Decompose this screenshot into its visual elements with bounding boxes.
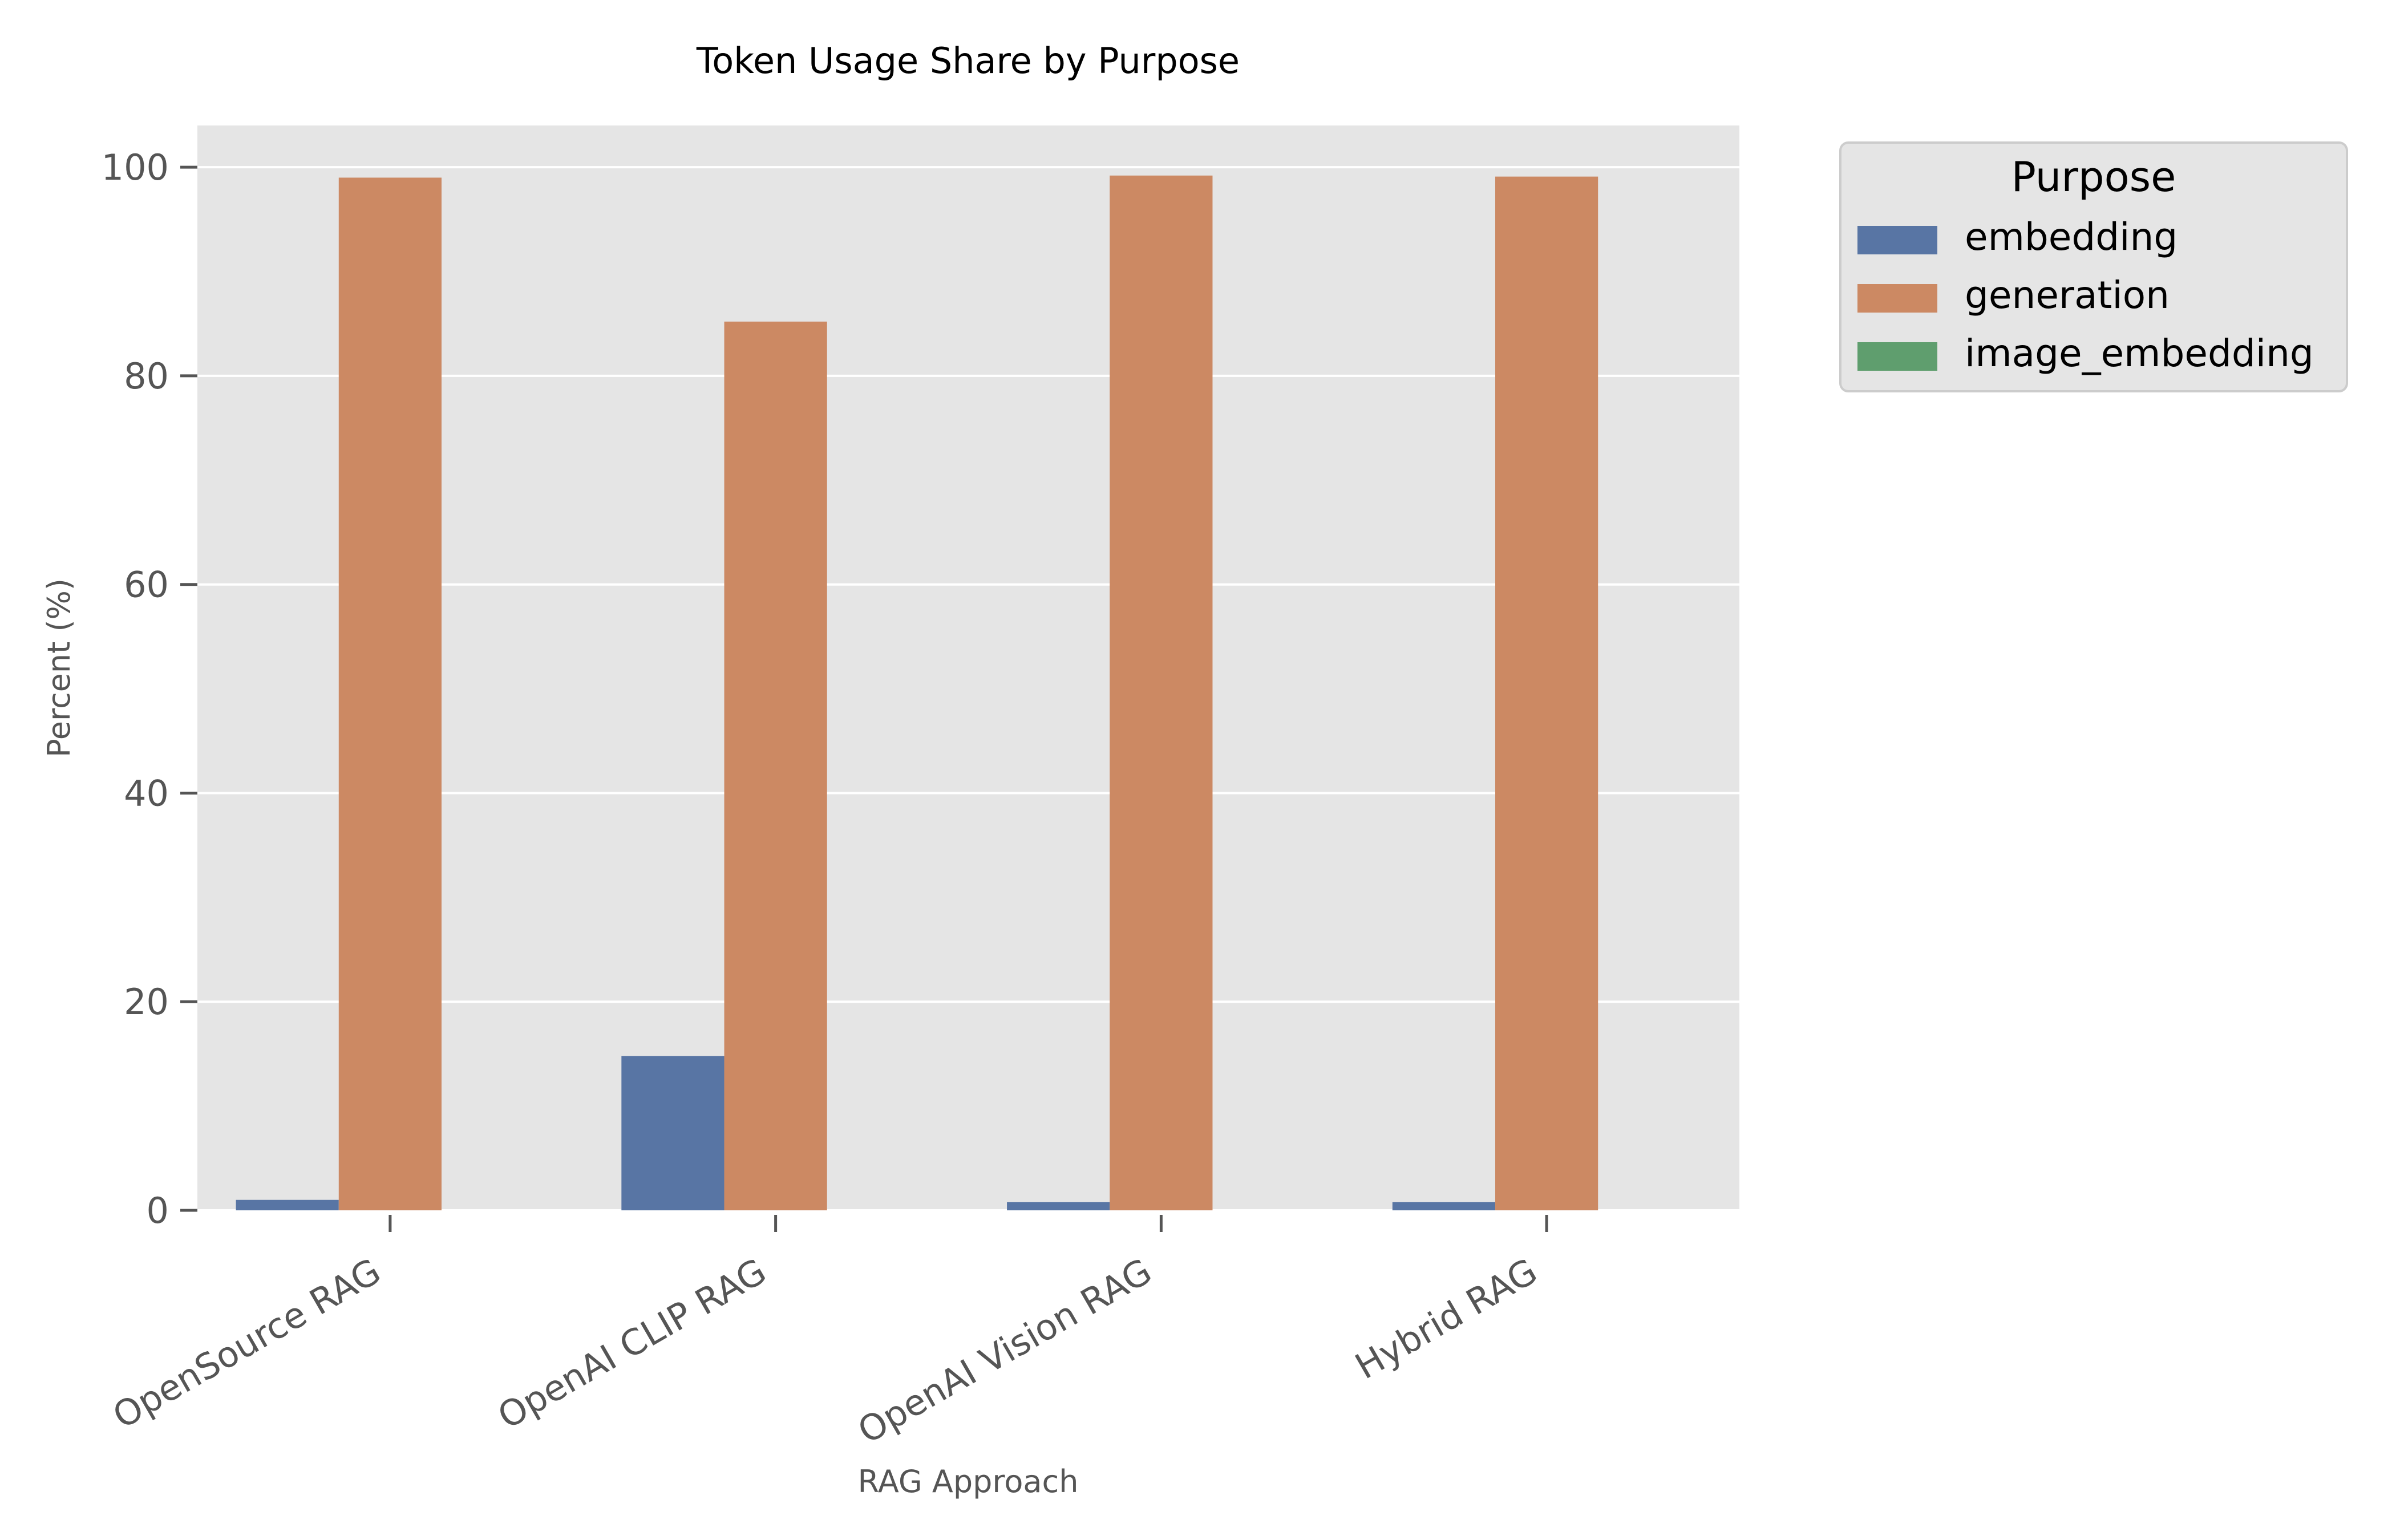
legend-label-embedding: embedding xyxy=(1965,215,2178,259)
bar-generation xyxy=(724,321,827,1211)
plot-area xyxy=(197,125,1739,1210)
bars xyxy=(236,175,1598,1211)
x-tick-label: OpenSource RAG xyxy=(106,1250,387,1437)
x-axis: OpenSource RAG OpenAI CLIP RAG OpenAI Visi… xyxy=(106,1215,1548,1452)
y-tick-label: 40 xyxy=(124,772,169,814)
y-tick-label: 0 xyxy=(147,1190,169,1231)
x-tick-label: OpenAI CLIP RAG xyxy=(491,1250,773,1437)
y-tick-label: 100 xyxy=(102,147,169,188)
bar-embedding xyxy=(621,1056,725,1210)
chart-title: Token Usage Share by Purpose xyxy=(696,40,1240,82)
legend-label-generation: generation xyxy=(1965,273,2170,317)
legend-swatch-generation xyxy=(1857,284,1937,313)
legend: Purpose embedding generation image_embeddi… xyxy=(1839,141,2348,392)
bar-generation xyxy=(338,177,442,1210)
legend-label-image_embedding: image_embedding xyxy=(1965,331,2314,375)
bar-embedding xyxy=(1392,1202,1496,1210)
legend-title: Purpose xyxy=(2011,153,2176,201)
bar-generation xyxy=(1495,176,1598,1210)
grid-lines xyxy=(197,166,1739,1211)
legend-swatch-image_embedding xyxy=(1857,342,1937,371)
x-tick-label: Hybrid RAG xyxy=(1348,1250,1544,1387)
bar-embedding xyxy=(1007,1202,1110,1210)
legend-swatch-embedding xyxy=(1857,226,1937,254)
y-axis-label: Percent (%) xyxy=(41,578,77,757)
bar-generation xyxy=(1110,175,1213,1210)
bar-embedding xyxy=(236,1199,339,1210)
y-tick-label: 80 xyxy=(124,355,169,397)
legend-box xyxy=(1839,141,2348,392)
x-axis-label: RAG Approach xyxy=(858,1464,1079,1500)
x-tick-label: OpenAI Vision RAG xyxy=(851,1250,1158,1452)
y-axis: 0 20 40 60 80 100 xyxy=(102,147,197,1231)
y-tick-label: 20 xyxy=(124,981,169,1023)
y-tick-label: 60 xyxy=(124,564,169,606)
